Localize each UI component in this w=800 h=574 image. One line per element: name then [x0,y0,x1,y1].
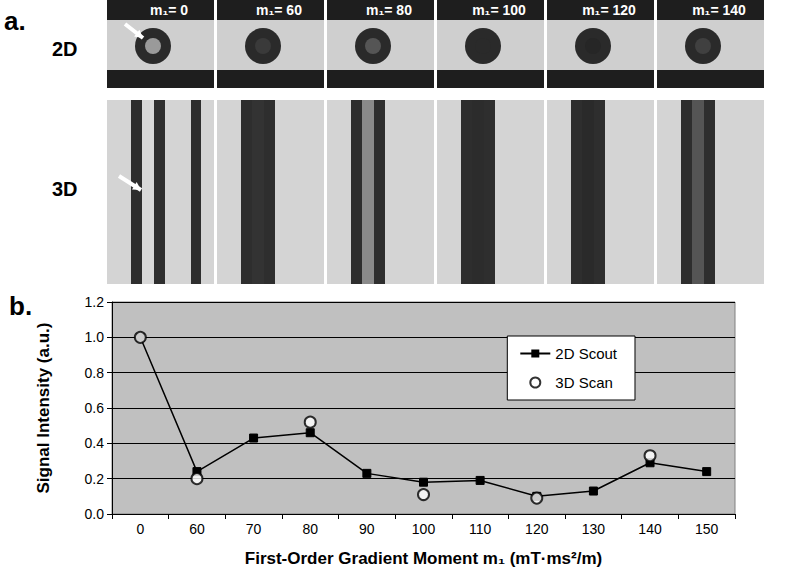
svg-text:3D: 3D [52,178,78,200]
svg-text:2D: 2D [52,38,78,60]
svg-text:2D Scout: 2D Scout [555,345,618,362]
svg-text:First-Order Gradient Moment m₁: First-Order Gradient Moment m₁ (mT·ms²/m… [245,549,602,568]
svg-text:0.2: 0.2 [85,471,105,487]
svg-text:0.0: 0.0 [85,506,105,522]
svg-text:a.: a. [4,6,26,36]
svg-text:100: 100 [412,521,436,537]
svg-text:m₁= 60: m₁= 60 [256,2,302,18]
svg-text:150: 150 [695,521,719,537]
svg-text:m₁= 140: m₁= 140 [692,2,746,18]
svg-text:m₁= 100: m₁= 100 [472,2,526,18]
svg-text:Signal Intensity (a.u.): Signal Intensity (a.u.) [34,323,53,494]
svg-text:1.2: 1.2 [85,294,105,310]
svg-text:60: 60 [189,521,205,537]
svg-text:110: 110 [469,521,492,537]
svg-text:0: 0 [136,521,144,537]
svg-text:140: 140 [638,521,662,537]
svg-text:80: 80 [302,521,318,537]
svg-text:120: 120 [525,521,549,537]
svg-text:b.: b. [9,291,32,321]
svg-text:3D Scan: 3D Scan [555,374,613,391]
svg-text:m₁= 120: m₁= 120 [582,2,636,18]
svg-text:0.8: 0.8 [85,365,105,381]
svg-text:1.0: 1.0 [85,329,105,345]
svg-text:70: 70 [246,521,262,537]
svg-text:90: 90 [359,521,375,537]
svg-text:m₁= 0: m₁= 0 [150,2,188,18]
svg-text:130: 130 [582,521,606,537]
svg-text:0.6: 0.6 [85,400,105,416]
svg-text:m₁= 80: m₁= 80 [366,2,412,18]
svg-text:0.4: 0.4 [85,435,105,451]
